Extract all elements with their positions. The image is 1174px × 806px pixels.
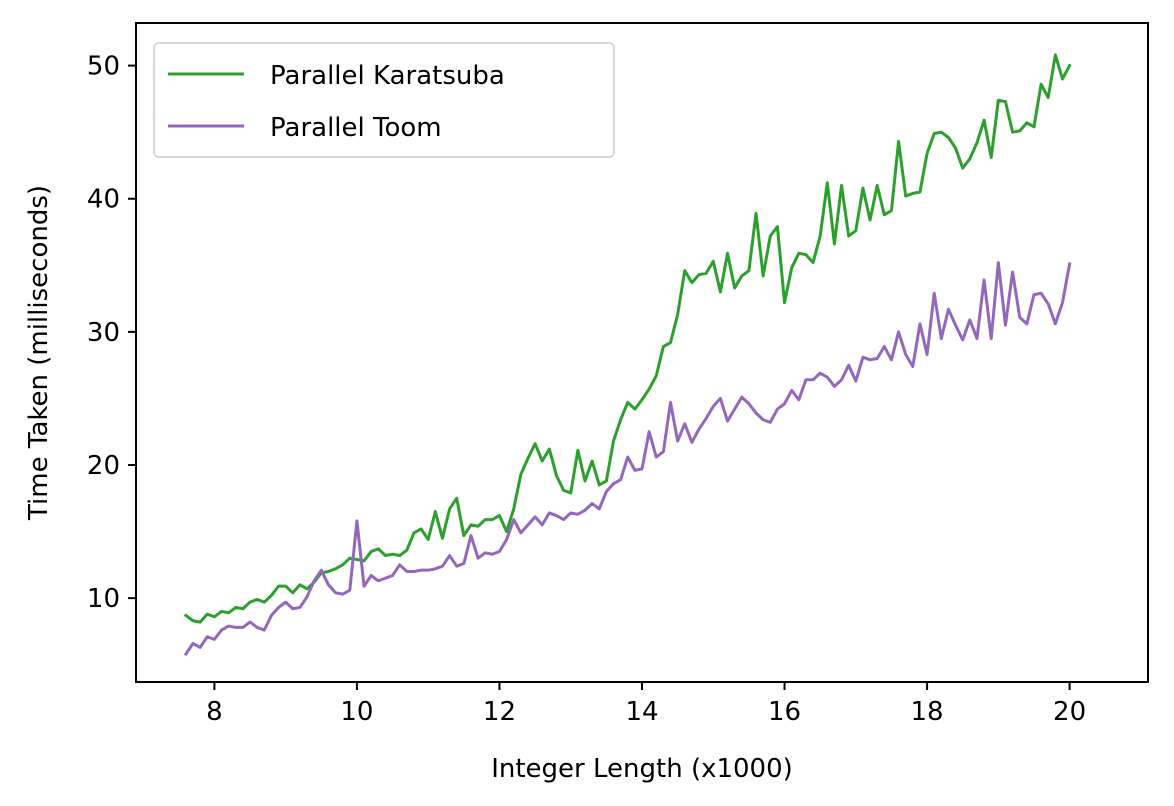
x-tick-label: 18: [911, 697, 944, 727]
y-axis-label: Time Taken (milliseconds): [24, 185, 54, 521]
x-tick-label: 20: [1053, 697, 1086, 727]
series-line-0: [183, 53, 1072, 624]
y-tick-label: 50: [87, 52, 120, 82]
plot-lines: [183, 53, 1072, 657]
legend-box: [153, 42, 615, 158]
y-axis: 10 20 30 40 50: [87, 52, 136, 614]
x-tick-label: 14: [625, 697, 658, 727]
y-tick-label: 20: [87, 451, 120, 481]
legend-label: Parallel Toom: [270, 113, 442, 143]
series-line-1: [183, 261, 1072, 657]
x-axis: 8 10 12 14 16 18 20: [206, 682, 1086, 727]
x-tick-label: 10: [340, 697, 373, 727]
y-tick-label: 10: [87, 584, 120, 614]
x-tick-label: 16: [768, 697, 801, 727]
legend-label: Parallel Karatsuba: [270, 61, 505, 91]
x-tick-label: 12: [483, 697, 516, 727]
y-tick-label: 30: [87, 318, 120, 348]
legend: Parallel Karatsuba Parallel Toom: [153, 42, 615, 158]
x-axis-label: Integer Length (x1000): [491, 754, 793, 784]
y-tick-label: 40: [87, 185, 120, 215]
x-tick-label: 8: [206, 697, 223, 727]
